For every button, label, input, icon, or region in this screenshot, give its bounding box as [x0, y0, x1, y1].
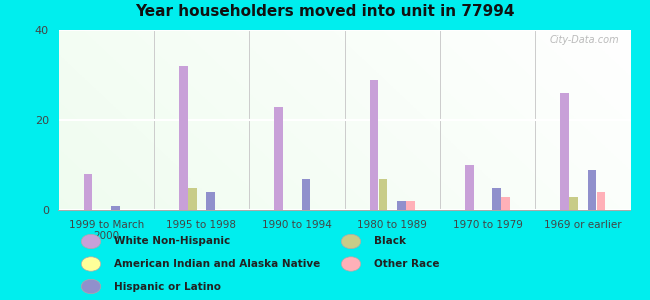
Text: American Indian and Alaska Native: American Indian and Alaska Native	[114, 259, 320, 269]
Text: Hispanic or Latino: Hispanic or Latino	[114, 281, 221, 292]
Bar	[302, 178, 310, 210]
Bar	[501, 196, 510, 210]
Text: Year householders moved into unit in 77994: Year householders moved into unit in 779…	[135, 4, 515, 20]
Bar	[569, 196, 578, 210]
Bar	[379, 178, 387, 210]
Bar	[406, 201, 415, 210]
Bar	[588, 169, 596, 210]
Bar	[465, 165, 474, 210]
Text: Black: Black	[374, 236, 406, 247]
Bar	[370, 80, 378, 210]
Bar	[179, 66, 188, 210]
Text: City-Data.com: City-Data.com	[549, 35, 619, 45]
Bar	[560, 93, 569, 210]
Bar	[492, 188, 501, 210]
Bar	[274, 106, 283, 210]
Bar	[111, 206, 120, 210]
Bar	[206, 192, 215, 210]
Bar	[188, 188, 197, 210]
Bar	[597, 192, 605, 210]
Text: Other Race: Other Race	[374, 259, 439, 269]
Bar	[397, 201, 406, 210]
Text: White Non-Hispanic: White Non-Hispanic	[114, 236, 230, 247]
Bar	[84, 174, 92, 210]
